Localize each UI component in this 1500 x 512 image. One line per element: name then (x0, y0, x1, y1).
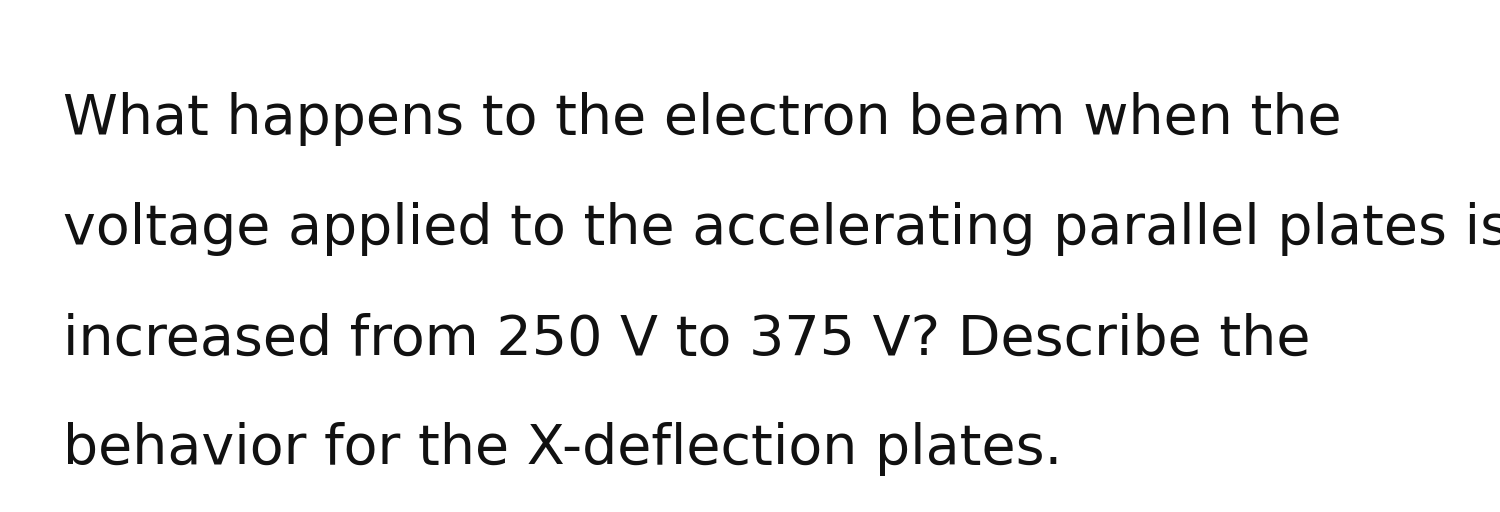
Text: What happens to the electron beam when the: What happens to the electron beam when t… (63, 92, 1341, 146)
Text: behavior for the X-deflection plates.: behavior for the X-deflection plates. (63, 422, 1062, 476)
Text: voltage applied to the accelerating parallel plates is: voltage applied to the accelerating para… (63, 202, 1500, 256)
Text: increased from 250 V to 375 V? Describe the: increased from 250 V to 375 V? Describe … (63, 312, 1311, 366)
